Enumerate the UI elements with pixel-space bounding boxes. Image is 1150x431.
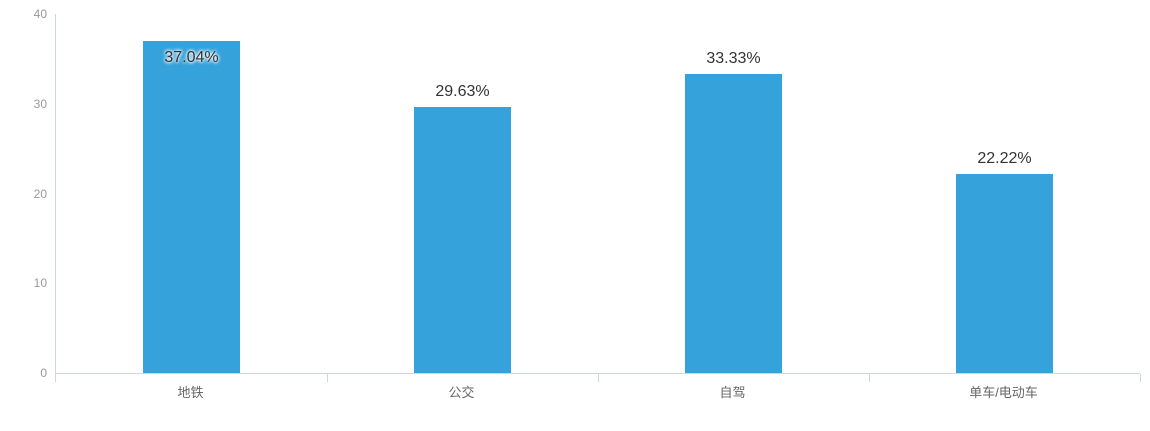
bar-value-label: 22.22% — [977, 149, 1032, 167]
bar-value-label: 29.63% — [435, 83, 490, 101]
x-axis-tick — [1140, 374, 1141, 382]
plot-area: 37.04% 29.63% 33.33% 22.22% — [55, 14, 1141, 382]
x-axis-tick — [869, 374, 870, 382]
bar-地铁[interactable] — [142, 40, 241, 373]
bar-单车/电动车[interactable] — [955, 173, 1054, 373]
category-cell: 37.04% — [55, 14, 328, 382]
bar-自驾[interactable] — [684, 73, 783, 373]
x-axis-tick — [55, 374, 56, 382]
y-axis-label-10: 10 — [33, 276, 47, 291]
bar-value-label: 33.33% — [706, 49, 761, 67]
x-axis-label-单车/电动车: 单车/电动车 — [969, 385, 1038, 400]
x-axis-tick — [327, 374, 328, 382]
x-axis-tick — [598, 374, 599, 382]
y-axis-label-20: 20 — [33, 186, 47, 201]
category-cell: 33.33% — [598, 14, 870, 382]
category-cell: 22.22% — [869, 14, 1141, 382]
bar-value-label: 37.04% — [164, 48, 219, 66]
x-axis-label-自驾: 自驾 — [719, 385, 746, 400]
y-axis-label-0: 0 — [40, 366, 47, 380]
y-axis-label-30: 30 — [33, 96, 47, 111]
bar-公交[interactable] — [413, 107, 512, 373]
x-axis-label-公交: 公交 — [448, 385, 475, 400]
x-axis-label-地铁: 地铁 — [177, 385, 204, 400]
y-axis-label-40: 40 — [33, 7, 47, 21]
category-cell: 29.63% — [327, 14, 599, 382]
